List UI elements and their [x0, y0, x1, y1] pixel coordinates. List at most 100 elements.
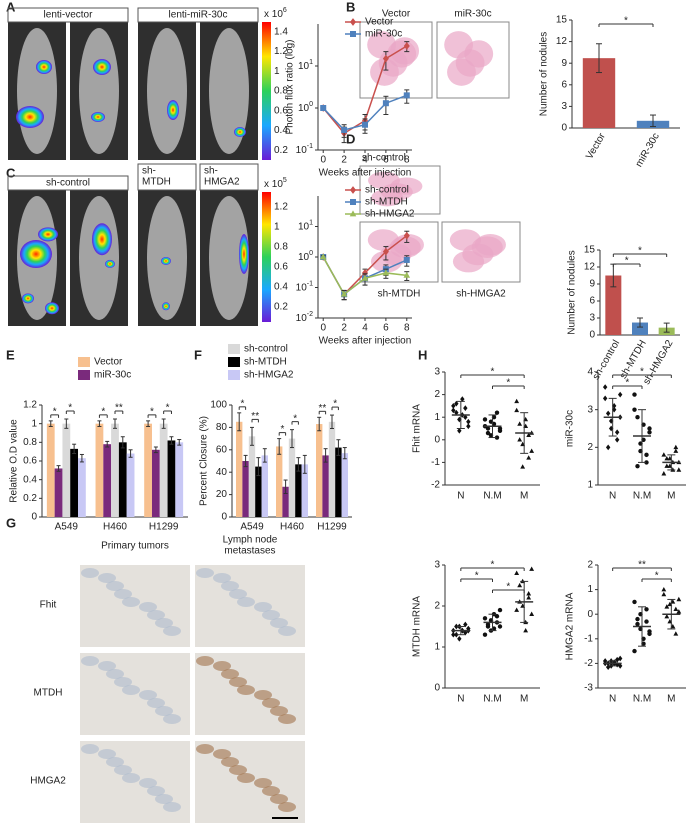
bar [46, 423, 55, 517]
signal [105, 259, 115, 268]
column-header: Lymph node [223, 535, 278, 546]
y-tick-label: -3 [584, 683, 593, 694]
y-tick-label: 100 [298, 250, 313, 263]
stain [147, 786, 165, 796]
y-tick-label: 3 [434, 560, 440, 571]
colorbar-multiplier: x 10 [264, 179, 283, 190]
caption-box [199, 163, 259, 191]
data-point [454, 623, 459, 630]
significance-label: * [101, 407, 105, 418]
data-point [494, 614, 500, 619]
data-point [451, 407, 456, 414]
data-point [647, 629, 652, 634]
colorbar [262, 192, 271, 322]
data-point [517, 582, 523, 588]
y-axis-label: Number of nodules [567, 250, 578, 335]
y-tick-label: 1 [434, 642, 440, 653]
y-tick-label: 1 [587, 480, 593, 491]
stain [262, 698, 280, 708]
stain [81, 744, 99, 754]
caption-box [7, 175, 129, 191]
y-tick-label: 0 [434, 683, 440, 694]
signal [45, 302, 59, 315]
stain [98, 573, 116, 583]
y-tick-label: 101 [298, 219, 313, 232]
column-header: metastases [224, 546, 275, 557]
y-tick-label: 6 [589, 296, 595, 307]
signal [20, 240, 52, 269]
bar [159, 423, 168, 517]
bar [111, 423, 119, 517]
data-point [514, 607, 520, 612]
data-point [632, 392, 637, 397]
data-point [454, 409, 459, 416]
bar [301, 464, 308, 517]
legend-swatch [78, 357, 90, 367]
data-point [664, 604, 670, 609]
y-tick-label: 10-1 [296, 280, 313, 293]
tissue [474, 234, 506, 256]
data-point [602, 384, 608, 390]
y-tick-base: 10 [296, 282, 308, 293]
significance-label: * [624, 16, 628, 27]
x-tick-label: M [667, 694, 675, 705]
y-tick-base: 10 [298, 61, 310, 72]
y-tick-label: 20 [216, 489, 228, 500]
colorbar-tick-label: 0.2 [274, 302, 288, 313]
y-tick-label: -2 [584, 658, 593, 669]
bar [103, 444, 112, 517]
bar [255, 466, 262, 517]
data-point [463, 414, 468, 421]
data-point [605, 444, 611, 451]
bar [175, 442, 184, 517]
data-point [529, 448, 535, 453]
significance-label: * [150, 407, 154, 418]
y-tick-exponent: -2 [307, 311, 313, 318]
data-point [382, 269, 390, 276]
legend-label: sh-control [244, 344, 288, 355]
bar [62, 423, 71, 517]
y-tick-label: 0.8 [23, 437, 37, 448]
stain [278, 626, 296, 636]
legend-label: miR-30c [94, 370, 131, 381]
significance-label: * [506, 378, 510, 389]
data-point [463, 405, 468, 412]
stain [106, 757, 124, 767]
signal [239, 234, 249, 275]
signal [162, 302, 170, 311]
significance-label: * [280, 424, 284, 435]
data-point [514, 570, 520, 575]
y-tick-label: 0.4 [23, 474, 37, 485]
y-tick-label: 80 [216, 422, 228, 433]
x-tick-label: N [609, 694, 616, 705]
stain [278, 714, 296, 724]
stain [270, 618, 288, 628]
bar [95, 423, 104, 517]
significance-label: ** [638, 560, 646, 571]
data-point [514, 398, 520, 404]
x-tick-label: 4 [362, 155, 368, 166]
x-tick-label: miR-30c [634, 131, 662, 169]
signal [93, 59, 111, 75]
legend-marker [350, 186, 356, 194]
panel-label: D [346, 131, 355, 146]
y-tick-exponent: -1 [307, 143, 313, 150]
y-tick-label: 2 [434, 601, 440, 612]
significance-label: * [491, 367, 495, 378]
bar [341, 453, 348, 517]
colorbar-exponent: 5 [283, 177, 287, 184]
signal [36, 60, 52, 74]
legend-swatch [228, 357, 240, 367]
stain [196, 656, 214, 666]
mouse-body [209, 28, 249, 154]
colorbar-exponent: 6 [283, 7, 287, 14]
y-tick-label: 15 [556, 15, 568, 26]
data-point [494, 410, 500, 415]
stain [114, 765, 132, 775]
x-tick-label: 8 [404, 323, 410, 334]
stain [81, 656, 99, 666]
mouse-body [209, 196, 249, 320]
data-point [632, 599, 637, 605]
stain [270, 706, 288, 716]
